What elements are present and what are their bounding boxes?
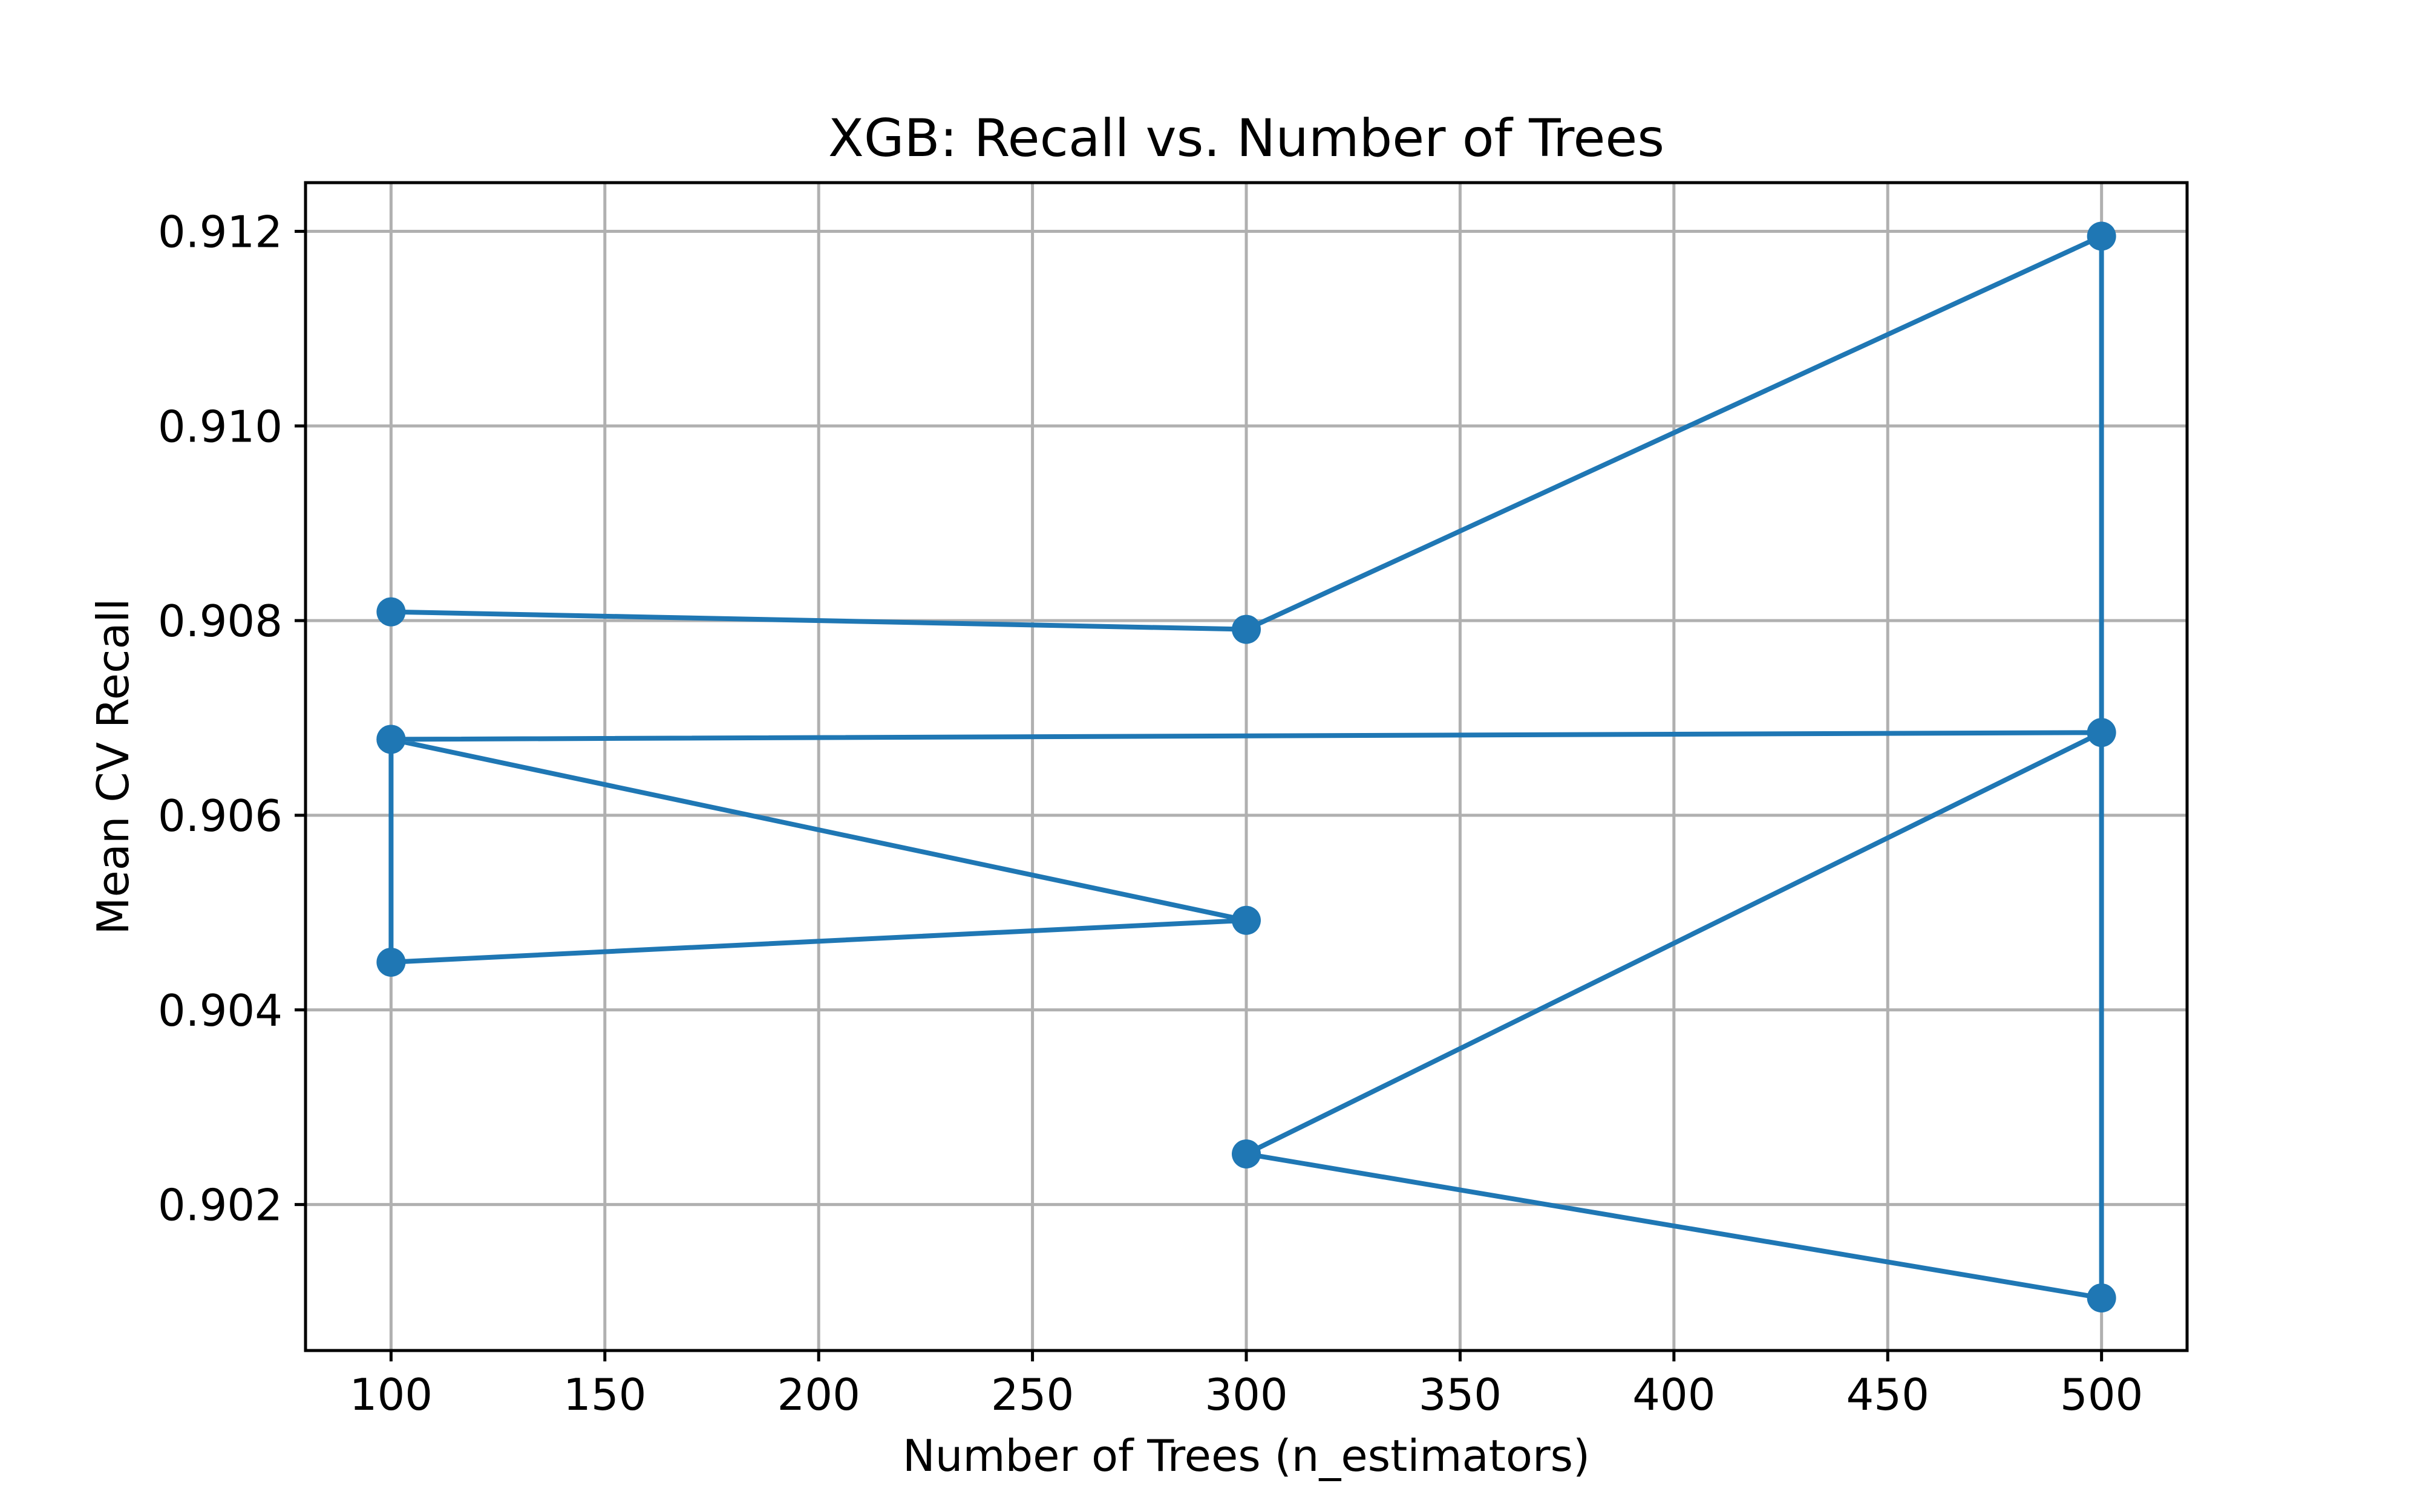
x-tick-label: 250 — [991, 1369, 1074, 1420]
y-tick-label: 0.912 — [158, 206, 283, 257]
y-tick-label: 0.910 — [158, 401, 283, 452]
data-point — [376, 725, 406, 754]
data-point — [1232, 905, 1261, 935]
x-axis-label: Number of Trees (n_estimators) — [903, 1430, 1590, 1481]
data-point — [2087, 1283, 2116, 1313]
y-axis-label: Mean CV Recall — [88, 598, 139, 934]
data-point — [2087, 221, 2116, 251]
y-tick-label: 0.908 — [158, 596, 283, 647]
y-tick-label: 0.904 — [158, 985, 283, 1036]
data-point — [1232, 614, 1261, 644]
x-tick-label: 400 — [1632, 1369, 1715, 1420]
x-tick-label: 500 — [2060, 1369, 2143, 1420]
x-tick-label: 350 — [1419, 1369, 1502, 1420]
x-tick-label: 150 — [563, 1369, 646, 1420]
x-tick-label: 450 — [1846, 1369, 1929, 1420]
data-point — [376, 597, 406, 627]
data-point — [376, 947, 406, 977]
x-tick-label: 300 — [1205, 1369, 1287, 1420]
series-line — [388, 233, 2104, 1301]
ticks: 100 150 200 250 300 350 400 450 500 0.902 0.904 0.9… — [158, 206, 2143, 1420]
chart-title: XGB: Recall vs. Number of Trees — [828, 108, 1664, 169]
x-tick-label: 100 — [350, 1369, 433, 1420]
data-point — [1232, 1139, 1261, 1168]
x-tick-label: 200 — [777, 1369, 860, 1420]
series-layer — [376, 221, 2116, 1313]
y-tick-label: 0.902 — [158, 1180, 283, 1231]
data-point — [2087, 718, 2116, 748]
y-tick-label: 0.906 — [158, 790, 283, 841]
